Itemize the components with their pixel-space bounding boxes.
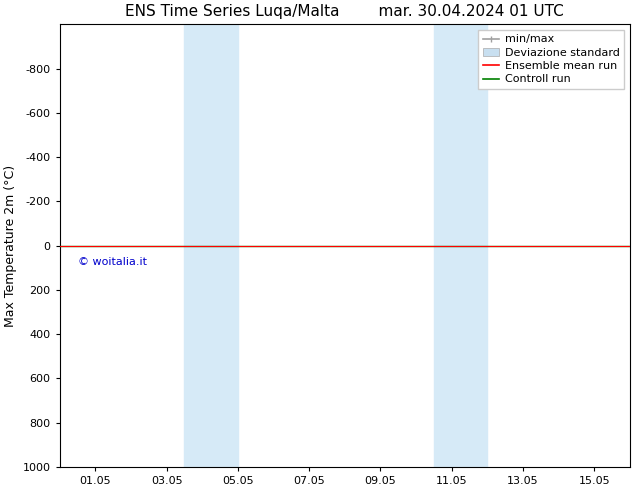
Y-axis label: Max Temperature 2m (°C): Max Temperature 2m (°C) xyxy=(4,165,17,327)
Bar xyxy=(434,24,488,467)
Title: ENS Time Series Luqa/Malta        mar. 30.04.2024 01 UTC: ENS Time Series Luqa/Malta mar. 30.04.20… xyxy=(126,4,564,19)
Legend: min/max, Deviazione standard, Ensemble mean run, Controll run: min/max, Deviazione standard, Ensemble m… xyxy=(478,30,624,89)
Text: © woitalia.it: © woitalia.it xyxy=(77,257,146,267)
Bar xyxy=(184,24,238,467)
